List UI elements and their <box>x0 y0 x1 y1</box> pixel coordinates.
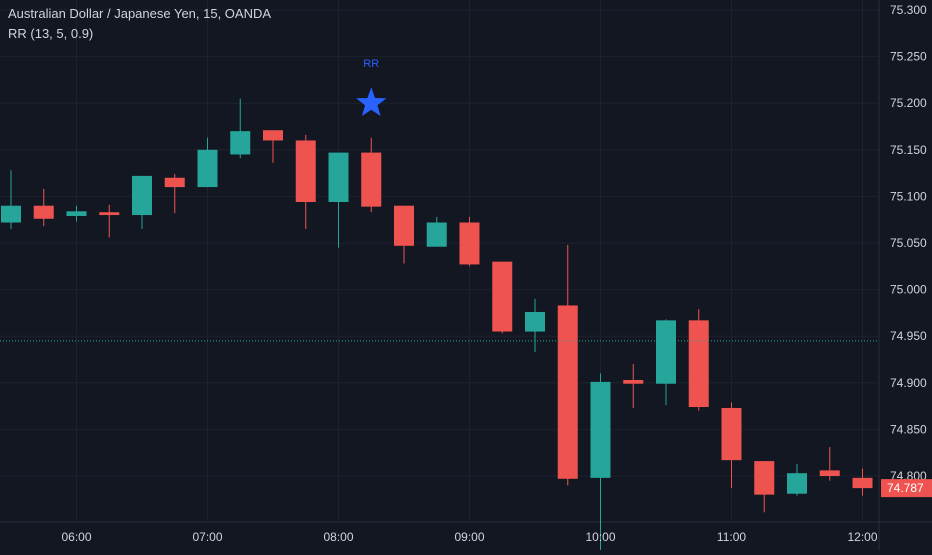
candle-body <box>1 205 21 223</box>
candle-body <box>623 380 644 384</box>
time-tick-label: 12:00 <box>847 530 877 544</box>
candle-bearish[interactable] <box>623 364 644 408</box>
time-tick-label: 10:00 <box>585 530 615 544</box>
candle-bearish[interactable] <box>688 309 709 411</box>
chart-overlays: RR <box>0 58 879 342</box>
price-tick-label: 75.200 <box>890 96 927 110</box>
candle-bearish[interactable] <box>295 134 316 230</box>
price-tick-label: 75.100 <box>890 189 927 203</box>
candle-body <box>66 211 87 216</box>
candle-bearish[interactable] <box>361 137 382 213</box>
price-tick-label: 74.950 <box>890 329 927 343</box>
price-axis[interactable]: 75.300 75.250 75.200 75.150 75.100 75.050 75.0… <box>881 3 932 498</box>
price-tick-label: 74.850 <box>890 422 927 436</box>
candle-body <box>819 470 840 476</box>
candle-body <box>263 130 283 141</box>
current-price-label: 74.787 <box>887 481 924 495</box>
candle-bearish[interactable] <box>557 244 578 486</box>
time-tick-label: 11:00 <box>717 530 746 544</box>
candle-bullish[interactable] <box>132 175 152 230</box>
candle-bullish[interactable] <box>656 319 676 406</box>
candle-body <box>590 381 611 478</box>
candle-body <box>525 311 545 332</box>
price-tick-label: 75.250 <box>890 50 927 64</box>
candle-bearish[interactable] <box>394 205 414 264</box>
price-tick-label: 75.150 <box>890 143 927 157</box>
candle-body <box>787 473 807 494</box>
candle-body <box>656 320 676 384</box>
candle-bullish[interactable] <box>787 463 807 496</box>
candle-bullish[interactable] <box>66 205 87 222</box>
candle-body <box>164 177 185 188</box>
candle-bullish[interactable] <box>230 98 251 159</box>
candle-bearish[interactable] <box>819 447 840 481</box>
candle-bullish[interactable] <box>426 216 447 247</box>
candle-bearish[interactable] <box>99 204 120 238</box>
price-tick-label: 75.050 <box>890 236 927 250</box>
candle-bullish[interactable] <box>328 152 349 248</box>
candle-body <box>426 222 447 247</box>
candle-body <box>361 152 382 207</box>
candle-body <box>852 477 873 489</box>
candle-bearish[interactable] <box>263 130 283 163</box>
candle-body <box>230 131 251 155</box>
indicator-label[interactable]: RR (13, 5, 0.9) <box>8 26 94 41</box>
candle-body <box>394 205 414 246</box>
candle-bearish[interactable] <box>754 461 775 513</box>
candle-body <box>33 205 54 219</box>
candle-bearish[interactable] <box>459 216 480 267</box>
candle-bullish[interactable] <box>197 137 218 188</box>
candle-body <box>754 461 775 495</box>
candle-bearish[interactable] <box>852 468 873 496</box>
candle-bullish[interactable] <box>525 298 545 353</box>
candle-bullish[interactable] <box>590 373 611 555</box>
price-tick-label: 75.300 <box>890 3 927 17</box>
candle-body <box>557 305 578 479</box>
price-tick-label: 74.900 <box>890 376 927 390</box>
candle-bearish[interactable] <box>33 188 54 227</box>
time-tick-label: 07:00 <box>192 530 222 544</box>
candle-body <box>99 212 120 216</box>
signal-star-icon[interactable] <box>356 87 387 117</box>
candle-body <box>295 140 316 202</box>
time-tick-label: 06:00 <box>61 530 91 544</box>
signal-label: RR <box>363 58 379 70</box>
candle-body <box>492 261 513 332</box>
candle-body <box>688 320 709 408</box>
grid-lines <box>0 0 879 522</box>
candle-body <box>328 152 349 202</box>
candle-body <box>132 175 152 216</box>
time-axis[interactable]: 06:00 07:00 08:00 09:00 10:00 11:00 12:00 <box>61 530 877 544</box>
candle-body <box>459 222 480 265</box>
candles[interactable] <box>1 98 873 555</box>
time-tick-label: 08:00 <box>323 530 353 544</box>
candle-bullish[interactable] <box>1 170 21 230</box>
candle-bearish[interactable] <box>164 174 185 214</box>
time-tick-label: 09:00 <box>454 530 484 544</box>
candle-bearish[interactable] <box>721 402 742 489</box>
candle-body <box>721 407 742 461</box>
candle-body <box>197 149 218 188</box>
price-tick-label: 75.000 <box>890 283 927 297</box>
chart-title: Australian Dollar / Japanese Yen, 15, OA… <box>8 6 272 21</box>
candle-bearish[interactable] <box>492 261 513 334</box>
current-price-badge <box>881 479 932 498</box>
